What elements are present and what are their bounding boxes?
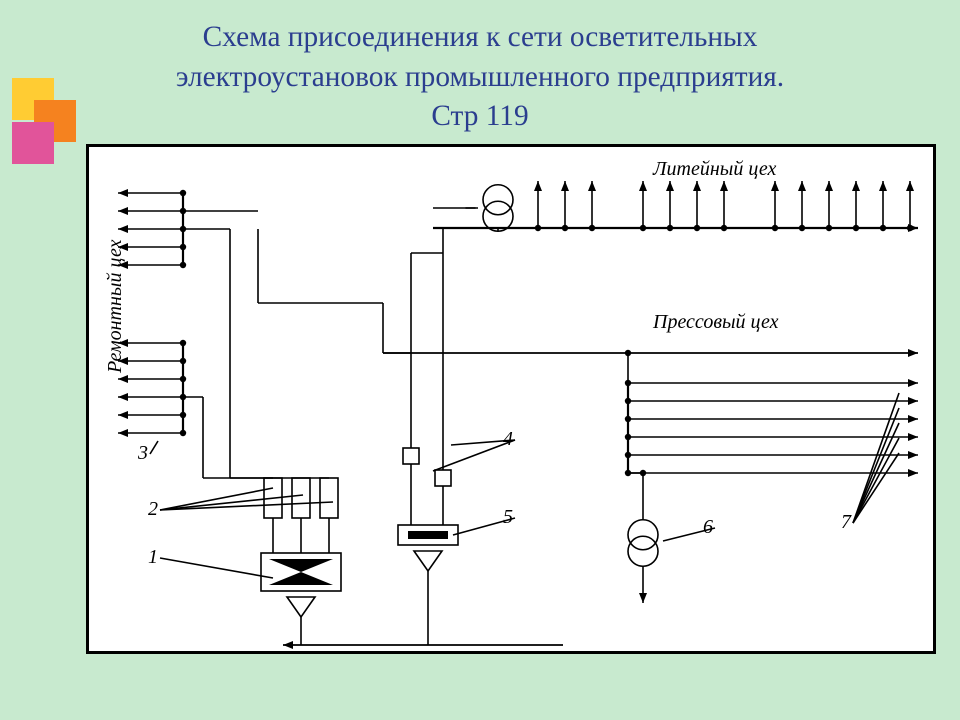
diagram-frame: Ремонтный цех Литейный цех Прессовый цех 1 2…: [86, 144, 936, 654]
svg-text:Литейный цех: Литейный цех: [652, 158, 776, 180]
svg-text:4: 4: [503, 428, 513, 450]
svg-text:7: 7: [841, 511, 852, 533]
title-line-3: Стр 119: [0, 97, 960, 137]
svg-text:2: 2: [148, 498, 158, 520]
wiring-diagram: Ремонтный цех Литейный цех Прессовый цех 1 2…: [89, 147, 939, 657]
title-line-1: Схема присоединения к сети осветительных: [0, 18, 960, 58]
svg-text:6: 6: [703, 516, 713, 538]
title-line-2: электроустановок промышленного предприят…: [0, 58, 960, 98]
svg-text:Прессовый цех: Прессовый цех: [652, 311, 779, 333]
svg-text:Ремонтный цех: Ремонтный цех: [104, 239, 126, 374]
svg-text:1: 1: [148, 546, 158, 568]
svg-text:5: 5: [503, 506, 513, 528]
slide-title: Схема присоединения к сети осветительных…: [0, 18, 960, 137]
corner-square-c: [12, 122, 54, 164]
svg-text:3: 3: [137, 442, 148, 464]
